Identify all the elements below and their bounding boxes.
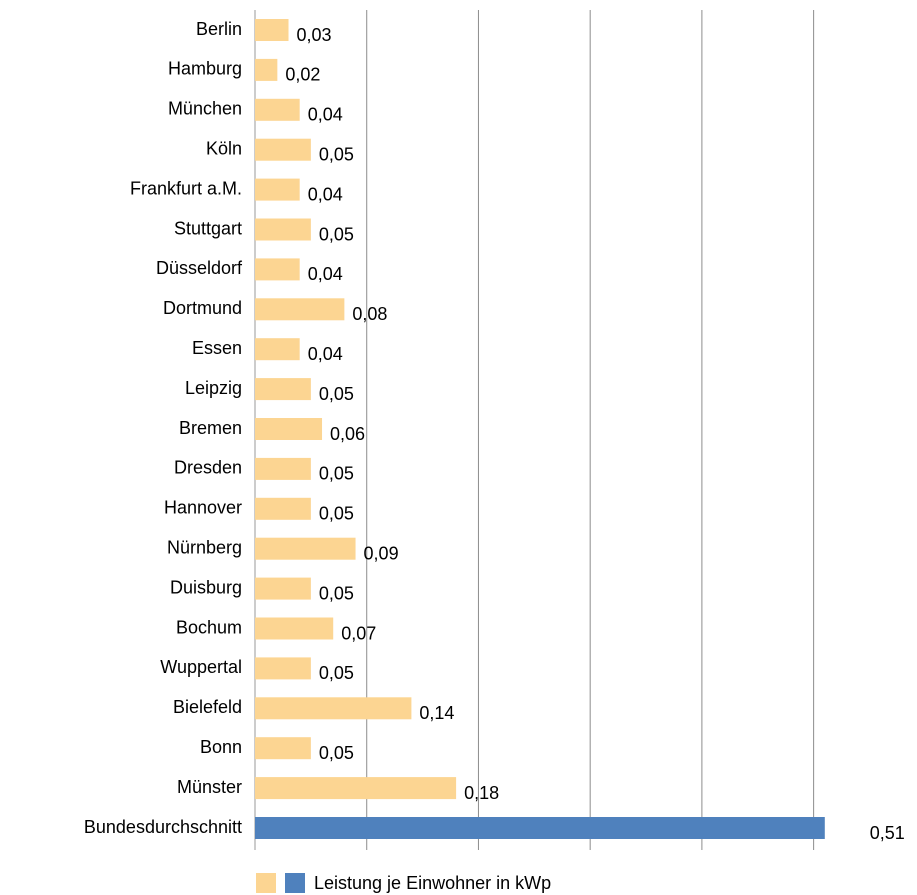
bar xyxy=(255,138,311,161)
bar xyxy=(255,418,323,440)
bar xyxy=(255,298,345,321)
category-label: Leipzig xyxy=(185,378,242,398)
legend-swatch xyxy=(285,873,305,893)
data-label: 0,02 xyxy=(285,65,320,85)
bar xyxy=(255,697,412,720)
data-label: 0,05 xyxy=(319,224,354,244)
data-label: 0,08 xyxy=(352,304,387,324)
bar xyxy=(255,338,300,361)
data-label: 0,05 xyxy=(319,663,354,683)
data-label: 0,05 xyxy=(319,743,354,763)
category-label: Frankfurt a.M. xyxy=(130,178,242,198)
category-label: Bremen xyxy=(179,418,242,438)
category-label: Bochum xyxy=(176,617,242,637)
category-label: Berlin xyxy=(196,19,242,39)
bar xyxy=(255,817,825,839)
data-label: 0,04 xyxy=(308,264,343,284)
category-label: Duisburg xyxy=(170,577,242,597)
bar xyxy=(255,378,311,401)
data-label: 0,04 xyxy=(308,105,343,125)
category-label: Essen xyxy=(192,338,242,358)
legend-label: Leistung je Einwohner in kWp xyxy=(314,873,551,893)
bar xyxy=(255,178,300,201)
bar xyxy=(255,537,356,560)
data-label: 0,14 xyxy=(419,703,454,723)
bar xyxy=(255,457,311,480)
category-label: Wuppertal xyxy=(160,657,242,677)
bar xyxy=(255,98,300,121)
bar xyxy=(255,497,311,520)
data-label: 0,05 xyxy=(319,144,354,164)
bar xyxy=(255,218,311,241)
data-label: 0,05 xyxy=(319,384,354,404)
category-label: Stuttgart xyxy=(174,218,242,238)
legend-swatch xyxy=(256,873,276,893)
bar xyxy=(255,737,311,760)
data-label: 0,04 xyxy=(308,344,343,364)
data-label: 0,05 xyxy=(319,504,354,524)
category-label: Dresden xyxy=(174,458,242,478)
category-label: Bielefeld xyxy=(173,697,242,717)
bar xyxy=(255,58,278,81)
category-label: Köln xyxy=(206,138,242,158)
category-label: Düsseldorf xyxy=(156,258,243,278)
bar xyxy=(255,577,311,600)
bar xyxy=(255,777,457,800)
category-label: Hannover xyxy=(164,498,242,518)
category-label: Hamburg xyxy=(168,59,242,79)
category-label: Münster xyxy=(177,777,242,797)
category-label: Dortmund xyxy=(163,298,242,318)
data-label: 0,05 xyxy=(319,464,354,484)
data-label: 0,09 xyxy=(364,543,399,563)
bar xyxy=(255,19,289,41)
data-label: 0,03 xyxy=(297,25,332,45)
category-label: Bundesdurchschnitt xyxy=(84,817,242,837)
data-label: 0,04 xyxy=(308,184,343,204)
bar xyxy=(255,258,300,281)
data-label: 0,07 xyxy=(341,623,376,643)
category-label: Bonn xyxy=(200,737,242,757)
bar xyxy=(255,657,311,680)
data-label: 0,51 xyxy=(870,823,905,843)
data-label: 0,06 xyxy=(330,424,365,444)
bar xyxy=(255,617,334,640)
category-label: Nürnberg xyxy=(167,537,242,557)
category-label: München xyxy=(168,99,242,119)
data-label: 0,18 xyxy=(464,783,499,803)
data-label: 0,05 xyxy=(319,583,354,603)
